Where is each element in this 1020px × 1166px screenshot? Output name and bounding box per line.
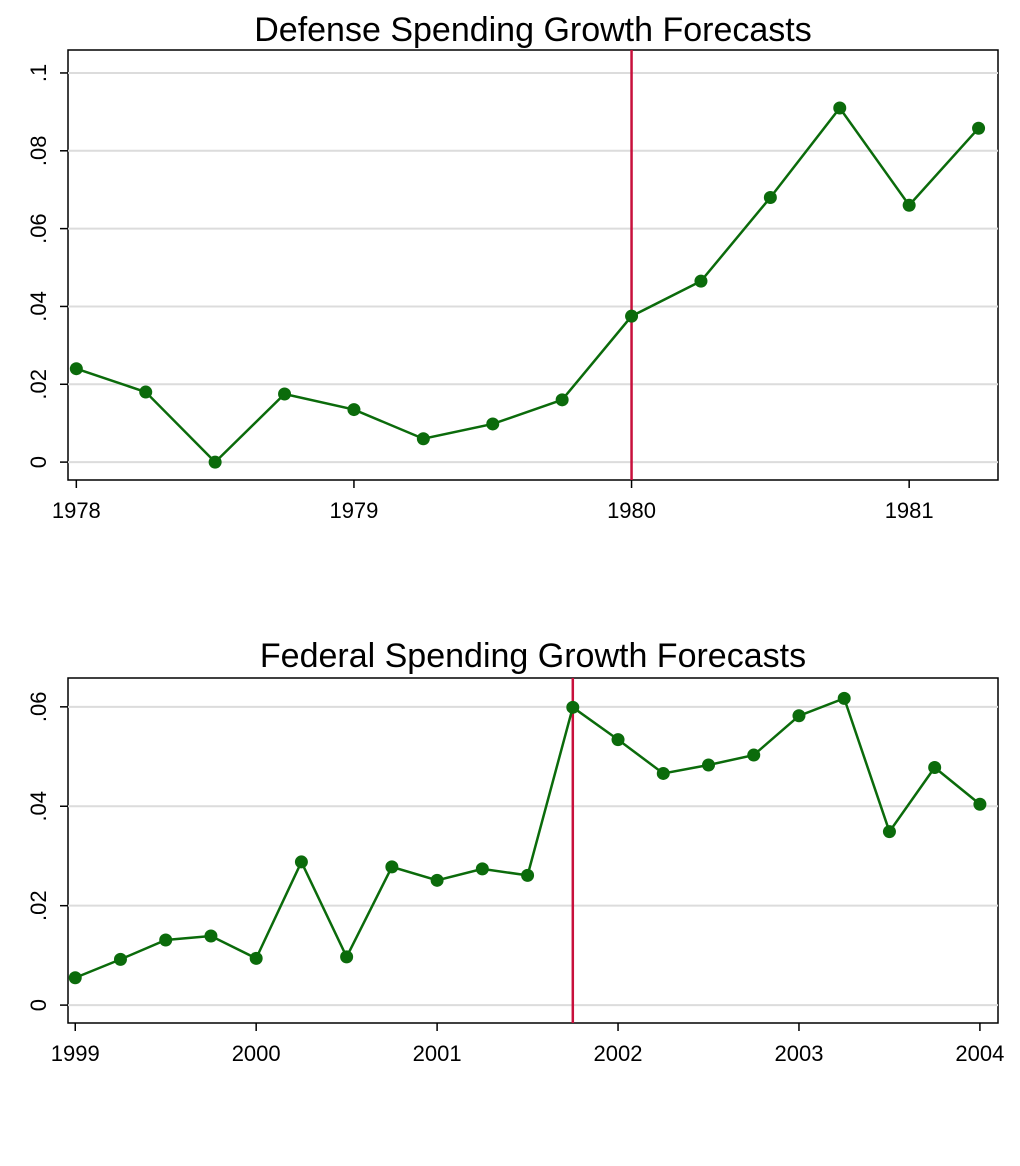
point [385,860,399,874]
point [159,933,173,947]
point [521,868,535,882]
point [625,309,639,323]
point [833,101,847,115]
x-tick-label: 1981 [885,498,934,523]
point [69,362,83,376]
point [208,455,222,469]
y-tick-label: .04 [26,291,51,322]
point [882,825,896,839]
point [486,417,500,431]
point [837,691,851,705]
point [430,873,444,887]
x-tick-label: 2000 [232,1041,281,1066]
x-tick-label: 2002 [594,1041,643,1066]
point [928,760,942,774]
x-tick-label: 1978 [52,498,101,523]
y-tick-label: 0 [26,999,51,1011]
y-tick-label: .04 [26,791,51,822]
plot-frame [67,49,999,481]
y-tick-label: .1 [26,64,51,82]
point [68,971,82,985]
y-tick-label: .06 [26,692,51,723]
point [792,709,806,723]
chart-title: Defense Spending Growth Forecasts [254,11,812,49]
plot-frame [67,677,999,1024]
point [113,952,127,966]
x-tick-label: 1999 [51,1041,100,1066]
y-tick-label: 0 [26,456,51,468]
point [973,797,987,811]
point [747,748,761,762]
point [611,733,625,747]
point [294,855,308,869]
line [75,105,980,464]
x-tick-label: 1980 [607,498,656,523]
x-tick-label: 2003 [774,1041,823,1066]
y-tick-label: .08 [26,135,51,166]
point [763,190,777,204]
point [566,700,580,714]
x-tick-label: 2004 [955,1041,1004,1066]
y-tick-label: .02 [26,890,51,921]
x-tick-label: 2001 [413,1041,462,1066]
chart-title: Federal Spending Growth Forecasts [260,637,806,675]
y-tick-label: .06 [26,213,51,244]
point [204,929,218,943]
point [347,403,361,417]
point [278,387,292,401]
point [656,766,670,780]
point [475,862,489,876]
point [340,950,354,964]
x-tick-label: 1979 [329,498,378,523]
y-tick-label: .02 [26,369,51,400]
point [139,385,153,399]
point [416,432,430,446]
point [902,198,916,212]
point [249,951,263,965]
point [694,274,708,288]
point [702,758,716,772]
point [972,121,986,135]
point [555,393,569,407]
